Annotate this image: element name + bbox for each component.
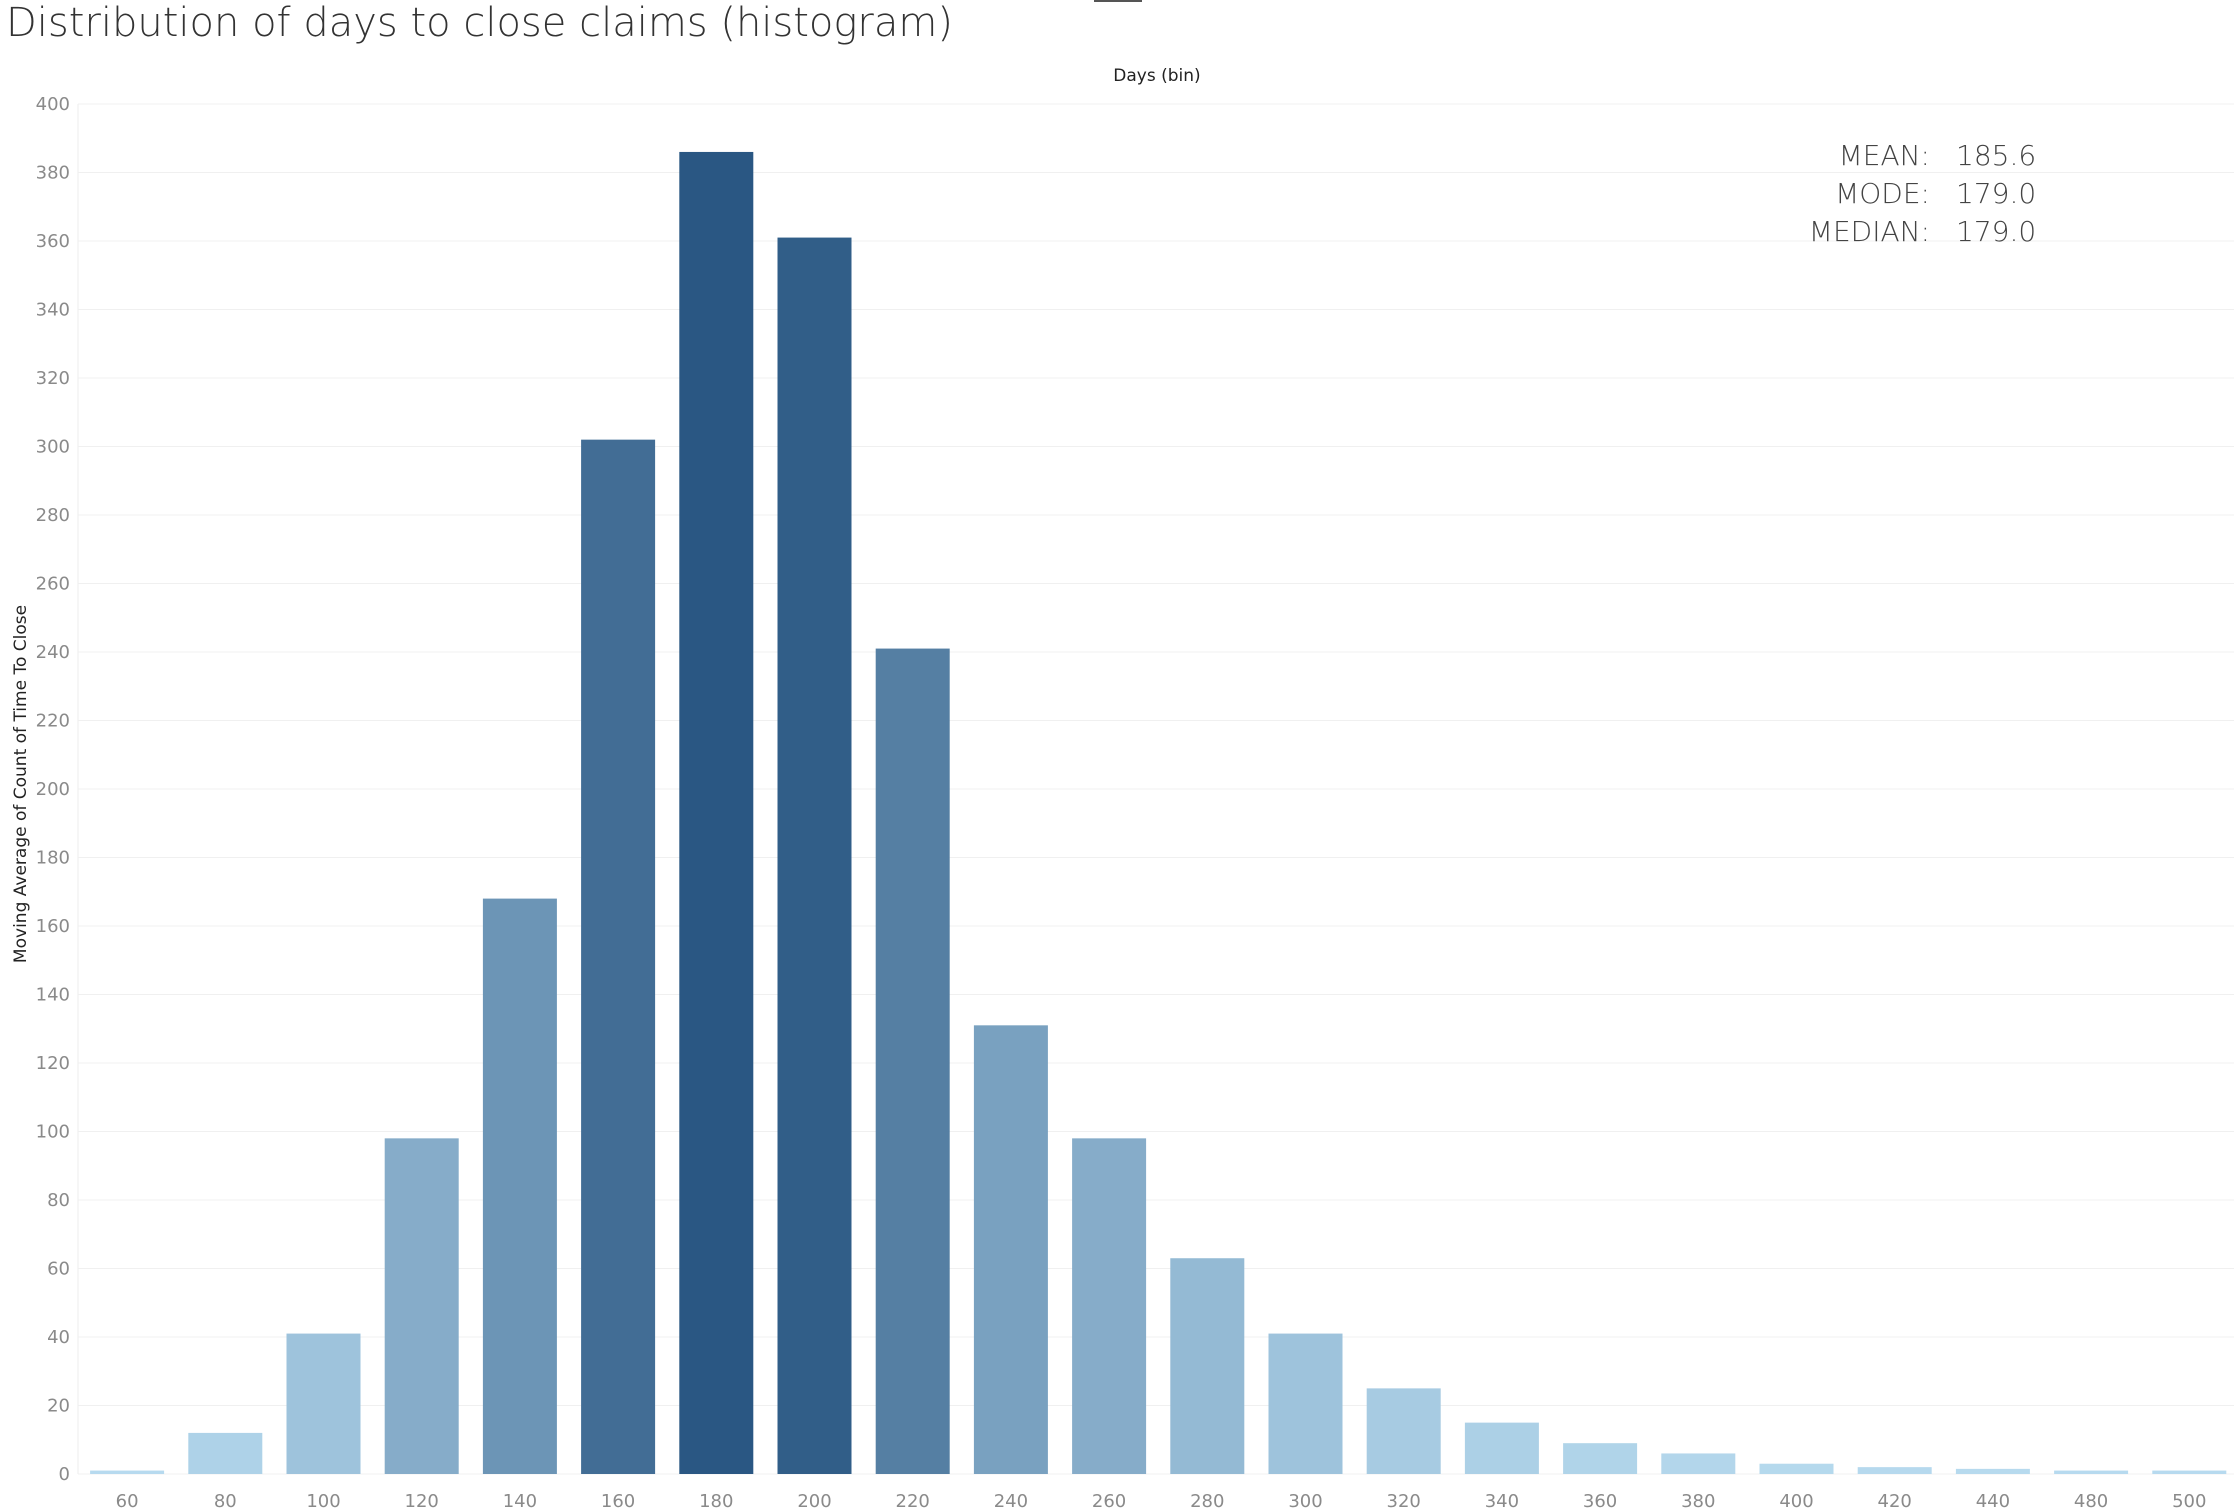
y-tick-label: 400 bbox=[36, 94, 70, 115]
x-tick-label: 280 bbox=[1190, 1491, 1224, 1512]
stat-value: 185.6 bbox=[1956, 139, 2036, 172]
bar-320 bbox=[1366, 1388, 1441, 1474]
bar-260 bbox=[1072, 1138, 1147, 1474]
x-tick-label: 260 bbox=[1092, 1491, 1126, 1512]
x-tick-label: 240 bbox=[994, 1491, 1028, 1512]
x-tick-label: 500 bbox=[2172, 1491, 2206, 1512]
x-tick-label: 140 bbox=[503, 1491, 537, 1512]
y-tick-label: 340 bbox=[36, 300, 70, 321]
chart-title: Distribution of days to close claims (hi… bbox=[6, 0, 953, 46]
bar-100 bbox=[286, 1333, 361, 1474]
y-tick-label: 100 bbox=[36, 1122, 70, 1143]
x-tick-label: 300 bbox=[1288, 1491, 1322, 1512]
bar-120 bbox=[384, 1138, 459, 1474]
x-tick-label: 220 bbox=[896, 1491, 930, 1512]
bar-340 bbox=[1464, 1422, 1539, 1474]
y-axis-title: Moving Average of Count of Time To Close bbox=[11, 605, 31, 963]
x-tick-label: 360 bbox=[1583, 1491, 1617, 1512]
y-tick-label: 260 bbox=[36, 574, 70, 595]
y-tick-label: 280 bbox=[36, 505, 70, 526]
bars bbox=[90, 151, 2227, 1475]
bar-280 bbox=[1170, 1258, 1245, 1474]
stat-label: MEAN: bbox=[1839, 139, 1930, 172]
x-tick-label: 60 bbox=[116, 1491, 139, 1512]
y-tick-label: 360 bbox=[36, 231, 70, 252]
y-tick-label: 220 bbox=[36, 711, 70, 732]
y-tick-label: 60 bbox=[47, 1259, 70, 1280]
bar-380 bbox=[1661, 1453, 1736, 1474]
bar-300 bbox=[1268, 1333, 1343, 1474]
bar-500 bbox=[2152, 1470, 2227, 1474]
y-tick-label: 380 bbox=[36, 163, 70, 184]
x-tick-label: 80 bbox=[214, 1491, 237, 1512]
bar-420 bbox=[1857, 1467, 1932, 1474]
x-axis-ticks: 60 80 100 120 140 160 180 200 220 240 260 280 300 320… bbox=[116, 1491, 2207, 1512]
y-tick-label: 120 bbox=[36, 1053, 70, 1074]
y-tick-label: 40 bbox=[47, 1327, 70, 1348]
y-tick-label: 140 bbox=[36, 985, 70, 1006]
x-tick-label: 420 bbox=[1878, 1491, 1912, 1512]
bar-480 bbox=[2054, 1470, 2129, 1474]
x-axis-title: Days (bin) bbox=[1113, 66, 1200, 86]
x-tick-label: 440 bbox=[1976, 1491, 2010, 1512]
y-tick-label: 180 bbox=[36, 848, 70, 869]
x-tick-label: 340 bbox=[1485, 1491, 1519, 1512]
y-axis-ticks: 0 20 40 60 80 100 120 140 160 180 200 220 240 260 280 3… bbox=[36, 94, 70, 1485]
x-tick-label: 380 bbox=[1681, 1491, 1715, 1512]
x-tick-label: 120 bbox=[405, 1491, 439, 1512]
bar-160 bbox=[581, 439, 656, 1474]
bar-400 bbox=[1759, 1463, 1834, 1474]
bar-140 bbox=[482, 898, 557, 1474]
bar-80 bbox=[188, 1432, 263, 1474]
y-tick-label: 200 bbox=[36, 779, 70, 800]
y-tick-label: 240 bbox=[36, 642, 70, 663]
summary-stats: MEAN: 185.6 MODE: 179.0 MEDIAN: 179.0 bbox=[1809, 139, 2036, 248]
x-tick-label: 100 bbox=[306, 1491, 340, 1512]
y-tick-label: 160 bbox=[36, 916, 70, 937]
bar-360 bbox=[1563, 1443, 1638, 1474]
top-divider-marker bbox=[1094, 0, 1142, 2]
bar-200 bbox=[777, 237, 852, 1475]
x-tick-label: 480 bbox=[2074, 1491, 2108, 1512]
bar-220 bbox=[875, 648, 950, 1474]
y-tick-label: 80 bbox=[47, 1190, 70, 1211]
y-tick-label: 0 bbox=[59, 1464, 70, 1485]
y-tick-label: 20 bbox=[47, 1396, 70, 1417]
stat-label: MEDIAN: bbox=[1809, 215, 1930, 248]
bar-180 bbox=[679, 151, 754, 1475]
y-tick-label: 300 bbox=[36, 437, 70, 458]
stat-label: MODE: bbox=[1835, 177, 1930, 210]
x-tick-label: 400 bbox=[1779, 1491, 1813, 1512]
stat-value: 179.0 bbox=[1956, 215, 2036, 248]
x-tick-label: 200 bbox=[797, 1491, 831, 1512]
bar-440 bbox=[1955, 1468, 2030, 1474]
x-tick-label: 180 bbox=[699, 1491, 733, 1512]
x-tick-label: 320 bbox=[1387, 1491, 1421, 1512]
x-tick-label: 160 bbox=[601, 1491, 635, 1512]
bar-240 bbox=[973, 1025, 1048, 1474]
stat-value: 179.0 bbox=[1956, 177, 2036, 210]
bar-60 bbox=[90, 1470, 165, 1474]
y-tick-label: 320 bbox=[36, 368, 70, 389]
